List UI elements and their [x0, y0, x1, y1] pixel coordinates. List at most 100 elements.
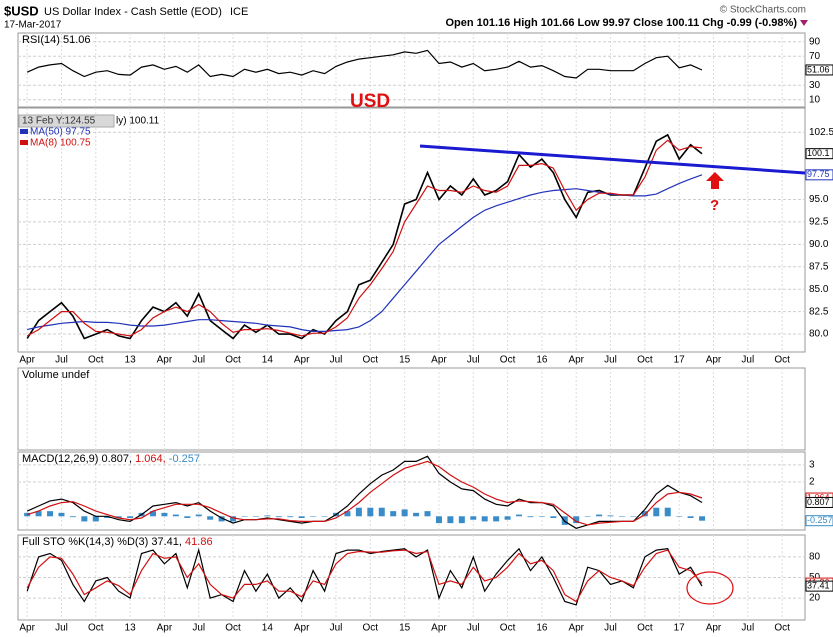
y-tick-label: 70 [809, 51, 821, 62]
histogram-bar [641, 511, 648, 517]
last-value-label: 97.75 [807, 169, 830, 179]
last-value-box [805, 148, 833, 160]
y-tick-label: 20 [809, 593, 821, 604]
y-tick-label: 82.5 [809, 306, 829, 317]
last-value-box [805, 169, 833, 181]
x-tick-label: Apr [157, 623, 173, 634]
last-value-label: -0.257 [807, 515, 833, 525]
x-tick-label: Oct [225, 355, 241, 366]
histogram-bar [538, 516, 545, 517]
trend-line [419, 144, 806, 175]
histogram-bar [69, 516, 76, 518]
histogram-bar [264, 515, 271, 517]
x-tick-label: 13 [125, 623, 137, 634]
circle-annotation [686, 571, 734, 605]
x-tick-label: Oct [88, 623, 104, 634]
x-tick-label: Oct [363, 623, 379, 634]
x-tick-label: Apr [431, 355, 447, 366]
y-tick-label: 30 [809, 80, 821, 91]
x-tick-label: Jul [55, 623, 68, 634]
x-tick-label: 14 [262, 355, 274, 366]
legend-entry: 1.064, [135, 453, 166, 465]
annotation-label: USD [350, 91, 390, 112]
x-tick-label: Oct [500, 623, 516, 634]
legend-entry: -0.257 [169, 453, 200, 465]
series-line [26, 49, 703, 79]
histogram-bar [195, 514, 202, 517]
x-tick-label: Oct [363, 355, 379, 366]
series-line [27, 174, 703, 332]
last-value-box [805, 515, 833, 527]
histogram-bar [367, 507, 374, 517]
legend: MACD(12,26,9) 0.807, 1.064, -0.257 [22, 453, 200, 465]
subtitle: US Dollar Index - Cash Settle (EOD) [44, 6, 222, 18]
y-tick-label: 2 [809, 477, 815, 488]
legend-entry: 41.86 [185, 536, 213, 548]
histogram-bar [687, 516, 694, 518]
histogram-bar [184, 516, 191, 518]
x-tick-label: Oct [88, 355, 104, 366]
symbol: $USD [4, 3, 39, 18]
legend: Volume undef [22, 369, 90, 381]
histogram-bar [390, 511, 397, 517]
arrow [706, 172, 724, 189]
histogram-bar [241, 516, 248, 517]
legend-swatch [20, 129, 28, 134]
last-value-label: 37.41 [807, 581, 830, 591]
last-value-label: 0.807 [807, 497, 830, 507]
histogram-bar [481, 516, 488, 522]
y-tick-label: 85.0 [809, 284, 829, 295]
x-tick-label: Apr [157, 355, 173, 366]
x-tick-label: 15 [399, 623, 411, 634]
panel [17, 107, 806, 353]
histogram-bar [104, 516, 111, 518]
x-tick-label: Jul [741, 623, 754, 634]
y-tick-label: 80 [809, 552, 821, 563]
x-tick-label: Jul [330, 355, 343, 366]
y-tick-label: 92.5 [809, 217, 829, 228]
x-tick-label: Apr [19, 623, 35, 634]
y-tick-label: 95.0 [809, 194, 829, 205]
x-tick-label: Apr [431, 623, 447, 634]
histogram-bar [618, 516, 625, 517]
histogram-bar [149, 511, 156, 517]
legend-entry: MACD(12,26,9) 0.807, [22, 453, 132, 465]
histogram-bar [275, 516, 282, 518]
histogram-bar [447, 516, 454, 524]
histogram-bar [378, 507, 385, 517]
plot-area: Apr Jul Oct 13 Apr Jul Oct 14 Apr Jul Oct 15 Apr Jul O… [17, 32, 833, 634]
histogram-bar [321, 516, 328, 517]
histogram-bar [504, 516, 511, 520]
histogram-bar [35, 511, 42, 517]
histogram-bar [24, 512, 31, 517]
quote-arrow [800, 20, 808, 26]
histogram-bar [664, 507, 671, 517]
x-tick-label: Jul [604, 355, 617, 366]
histogram-bar [550, 516, 557, 518]
x-tick-label: Jul [192, 355, 205, 366]
histogram-bar [207, 516, 214, 520]
histogram-bar [470, 516, 477, 520]
x-tick-label: Apr [706, 355, 722, 366]
source: © StockCharts.com [720, 5, 806, 16]
histogram-bar [596, 514, 603, 517]
histogram-bar [355, 507, 362, 517]
legend-entry: Full STO %K(14,3) %D(3) 37.41, [22, 536, 182, 548]
histogram-bar [435, 516, 442, 524]
histogram-bar [161, 512, 168, 517]
histogram-bar [127, 516, 134, 518]
tooltip-box [18, 114, 115, 128]
histogram-bar [252, 516, 259, 517]
last-value-box [805, 496, 833, 508]
date: 17-Mar-2017 [4, 20, 62, 31]
y-tick-label: 3 [809, 459, 815, 470]
histogram-bar [230, 516, 237, 522]
histogram-bar [493, 516, 500, 522]
legend-entry: MA(8) 100.75 [30, 138, 91, 149]
y-tick-label: 87.5 [809, 261, 829, 272]
histogram-bar [516, 514, 523, 517]
x-tick-label: 17 [674, 623, 686, 634]
x-tick-label: Apr [706, 623, 722, 634]
y-tick-label: 90.0 [809, 239, 829, 250]
x-tick-label: Oct [774, 355, 790, 366]
